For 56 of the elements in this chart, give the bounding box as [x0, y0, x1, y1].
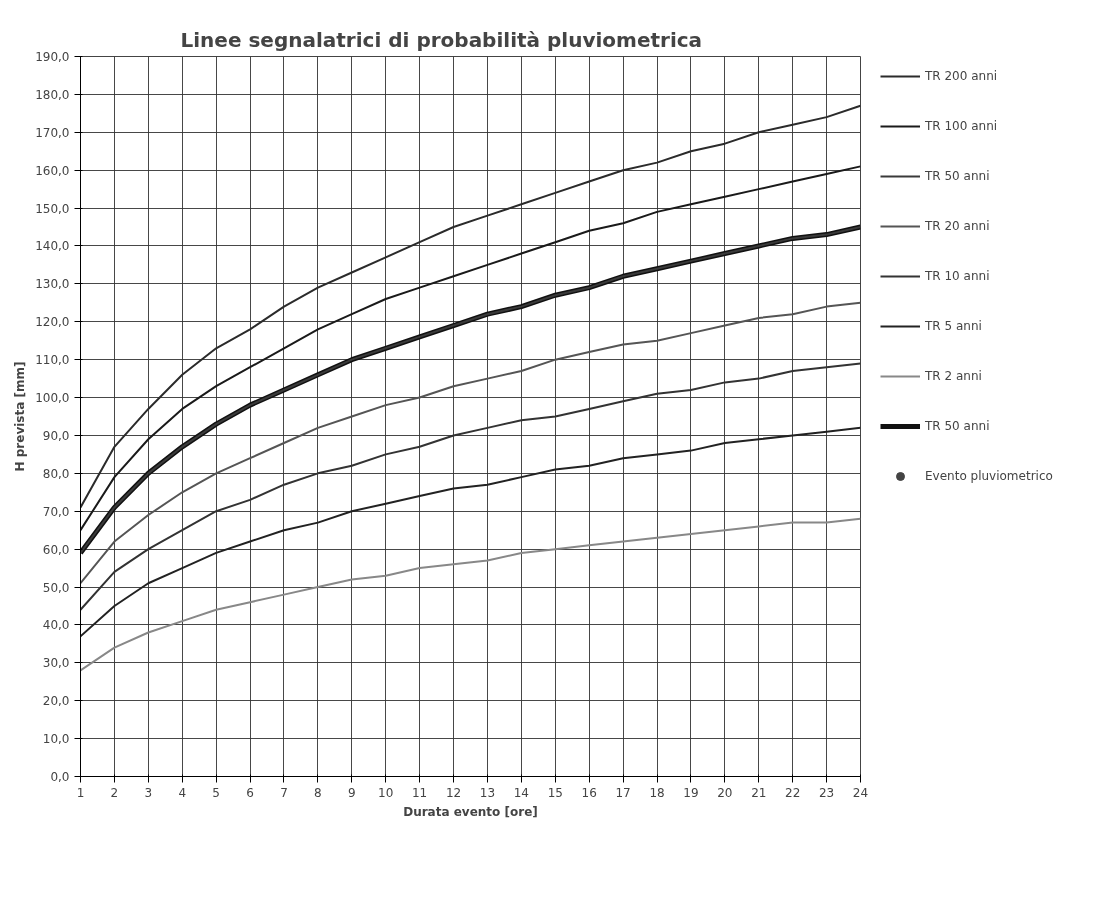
x-tick-label: 19 — [683, 785, 699, 800]
y-tick-label: 140,0 — [35, 239, 70, 254]
x-tick-label: 20 — [717, 785, 733, 800]
x-tick-label: 6 — [246, 785, 254, 800]
y-tick-label: 20,0 — [42, 694, 70, 709]
y-tick-label: 160,0 — [35, 163, 70, 178]
x-tick-label: 13 — [479, 785, 496, 800]
y-tick-label: 60,0 — [42, 542, 70, 557]
x-tick-label: 12 — [445, 785, 462, 800]
x-tick-label: 10 — [378, 785, 394, 800]
legend-label: TR 20 anni — [925, 219, 990, 233]
y-tick-label: 50,0 — [42, 580, 70, 595]
x-tick-label: 8 — [314, 785, 322, 800]
x-tick-label: 16 — [581, 785, 597, 800]
y-tick-label: 10,0 — [42, 732, 70, 747]
x-axis-title: Durata evento [ore] — [403, 804, 538, 819]
y-tick-label: 30,0 — [42, 656, 70, 671]
x-tick-label: 2 — [110, 785, 119, 800]
y-tick-label: 170,0 — [35, 125, 70, 140]
legend-label: TR 100 anni — [925, 119, 998, 133]
y-tick-label: 190,0 — [35, 50, 70, 64]
y-tick-label: 0,0 — [50, 770, 70, 784]
x-tick-label: 11 — [412, 785, 428, 800]
y-tick-label: 130,0 — [35, 277, 70, 292]
x-tick-label: 14 — [513, 785, 530, 800]
x-tick-label: 1 — [76, 785, 85, 800]
x-tick-label: 5 — [212, 785, 220, 800]
y-tick-label: 80,0 — [42, 466, 70, 481]
x-tick-label: 18 — [649, 785, 665, 800]
y-axis-title: H prevista [mm] — [13, 361, 28, 472]
legend-label: TR 2 anni — [925, 369, 982, 383]
legend-label: TR 10 anni — [925, 269, 990, 283]
x-tick-label: 24 — [852, 785, 869, 800]
x-tick-label: 4 — [178, 785, 187, 800]
x-tick-label: 7 — [280, 785, 288, 800]
y-tick-label: 180,0 — [35, 87, 70, 102]
legend-label: TR 50 anni — [925, 419, 990, 433]
y-tick-label: 100,0 — [35, 391, 70, 406]
x-tick-label: 23 — [818, 785, 835, 800]
x-tick-label: 21 — [751, 785, 767, 800]
x-tick-label: 22 — [785, 785, 801, 800]
y-tick-label: 90,0 — [42, 428, 70, 443]
y-tick-label: 120,0 — [35, 315, 70, 330]
x-tick-label: 3 — [144, 785, 153, 800]
legend-label: TR 50 anni — [925, 169, 990, 183]
x-tick-label: 17 — [615, 785, 631, 800]
y-tick-label: 70,0 — [42, 504, 70, 519]
y-tick-label: 110,0 — [35, 353, 70, 368]
x-tick-label: 9 — [347, 785, 356, 800]
legend-label: TR 200 anni — [925, 69, 998, 83]
legend-label: Evento pluviometrico — [925, 469, 1053, 483]
x-tick-label: 15 — [547, 785, 563, 800]
legend-label: TR 5 anni — [925, 319, 982, 333]
chart-title: Linee segnalatrici di probabilità pluviometrica — [180, 27, 703, 52]
y-tick-label: 40,0 — [42, 618, 70, 633]
y-tick-label: 150,0 — [35, 201, 70, 216]
